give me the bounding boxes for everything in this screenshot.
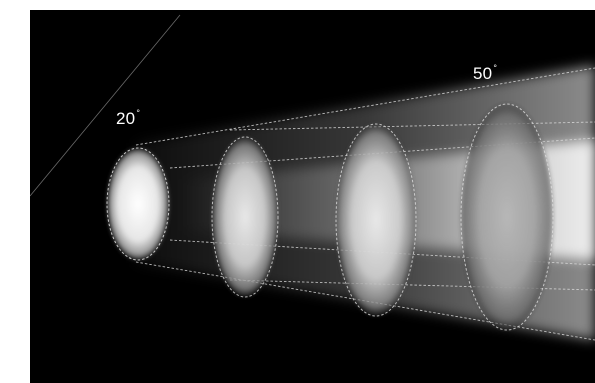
beam-angle-illustration: 20° 50° bbox=[30, 10, 595, 383]
light-spot-3 bbox=[336, 124, 416, 316]
degree-symbol: ° bbox=[136, 108, 141, 118]
degree-symbol: ° bbox=[493, 63, 498, 73]
angle-value-20: 20 bbox=[116, 109, 136, 128]
light-spot-1 bbox=[107, 148, 169, 260]
edge-line bbox=[30, 14, 181, 197]
light-spot-4 bbox=[461, 104, 553, 330]
light-beam-graphic bbox=[30, 14, 595, 341]
light-spot-2 bbox=[212, 137, 278, 297]
angle-label-50: 50° bbox=[473, 63, 498, 83]
angle-value-50: 50 bbox=[473, 64, 493, 83]
angle-label-20: 20° bbox=[116, 108, 141, 128]
